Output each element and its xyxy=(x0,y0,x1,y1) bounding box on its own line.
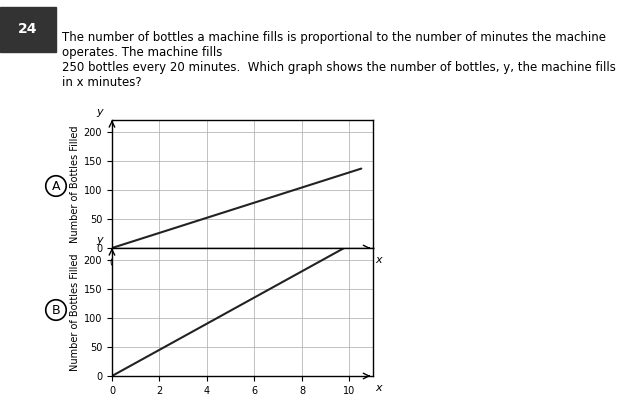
Y-axis label: Number of Bottles Filled: Number of Bottles Filled xyxy=(70,253,80,371)
Text: B: B xyxy=(52,304,60,316)
X-axis label: Number of Minutes: Number of Minutes xyxy=(193,272,292,282)
Text: y: y xyxy=(97,107,103,117)
Text: A: A xyxy=(52,180,60,192)
Text: x: x xyxy=(376,383,382,393)
Text: The number of bottles a machine fills is proportional to the number of minutes t: The number of bottles a machine fills is… xyxy=(62,31,616,89)
Y-axis label: Number of Bottles Filled: Number of Bottles Filled xyxy=(70,125,80,243)
Text: 24: 24 xyxy=(18,22,38,36)
FancyBboxPatch shape xyxy=(0,7,56,52)
Text: y: y xyxy=(97,235,103,245)
Text: x: x xyxy=(376,255,382,265)
